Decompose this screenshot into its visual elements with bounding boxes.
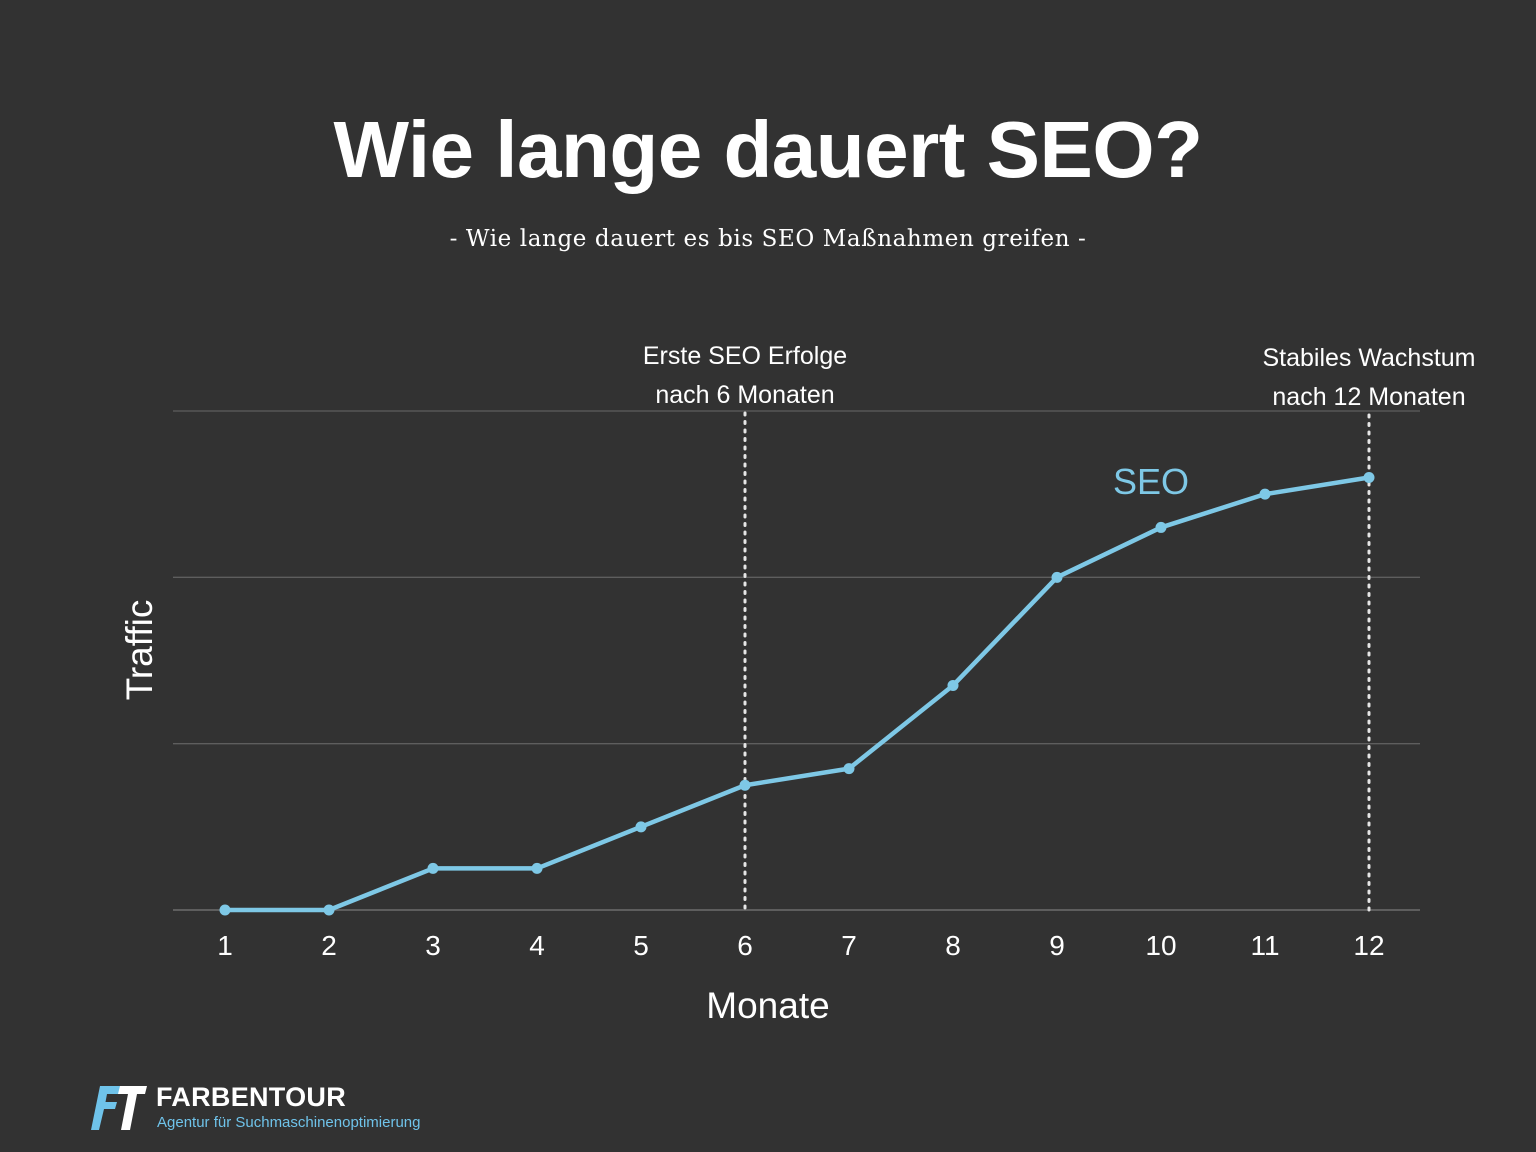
- data-point-month-7: [843, 763, 855, 775]
- data-point-month-4: [531, 862, 543, 874]
- data-point-month-12: [1363, 472, 1375, 484]
- x-tick-label-6: 6: [737, 930, 753, 961]
- x-tick-label-2: 2: [321, 930, 337, 961]
- brand-tagline: Agentur für Suchmaschinenoptimierung: [157, 1114, 421, 1131]
- x-tick-label-3: 3: [425, 930, 441, 961]
- data-point-month-9: [1051, 571, 1063, 583]
- data-point-month-3: [427, 862, 439, 874]
- grid-layer: [173, 410, 1420, 911]
- annotation-1-line-1: Erste SEO Erfolge: [643, 342, 847, 370]
- brand-name: FARBENTOUR: [156, 1082, 347, 1112]
- x-tick-label-4: 4: [529, 930, 545, 961]
- data-point-month-2: [323, 904, 335, 916]
- x-tick-label-9: 9: [1049, 930, 1065, 961]
- brand-logo[interactable]: FARBENTOUR Agentur für Suchmaschinenopti…: [90, 1080, 450, 1136]
- annotation-2-line-2: nach 12 Monaten: [1272, 383, 1465, 411]
- data-point-month-8: [947, 679, 959, 691]
- x-tick-label-8: 8: [945, 930, 961, 961]
- x-axis-label: Monate: [706, 985, 829, 1026]
- data-point-month-11: [1259, 488, 1271, 500]
- x-tick-label-12: 12: [1353, 930, 1384, 961]
- data-point-month-1: [219, 904, 231, 916]
- page-subtitle: - Wie lange dauert es bis SEO Maßnahmen …: [449, 226, 1087, 252]
- x-tick-layer: 1 2 3 4 5 6 7 8 9 10 11 12: [217, 930, 1384, 961]
- farbentour-logo-icon: [91, 1086, 147, 1130]
- x-tick-label-5: 5: [633, 930, 649, 961]
- page-title: Wie lange dauert SEO?: [333, 105, 1203, 194]
- series-line-seo: [222, 475, 1372, 913]
- series-layer: [219, 472, 1375, 916]
- data-point-month-5: [635, 821, 647, 833]
- x-tick-label-1: 1: [217, 930, 233, 961]
- data-point-month-10: [1155, 521, 1167, 533]
- annotation-layer: Erste SEO Erfolge nach 6 Monaten Stabiles …: [643, 342, 1476, 912]
- y-axis-label: Traffic: [119, 600, 160, 701]
- x-tick-label-10: 10: [1145, 930, 1176, 961]
- x-tick-label-7: 7: [841, 930, 857, 961]
- x-tick-label-11: 11: [1250, 930, 1279, 961]
- annotation-2-line-1: Stabiles Wachstum: [1262, 344, 1475, 372]
- annotation-1-line-2: nach 6 Monaten: [655, 381, 834, 409]
- series-label-seo: SEO: [1113, 461, 1189, 502]
- data-point-month-6: [739, 779, 751, 791]
